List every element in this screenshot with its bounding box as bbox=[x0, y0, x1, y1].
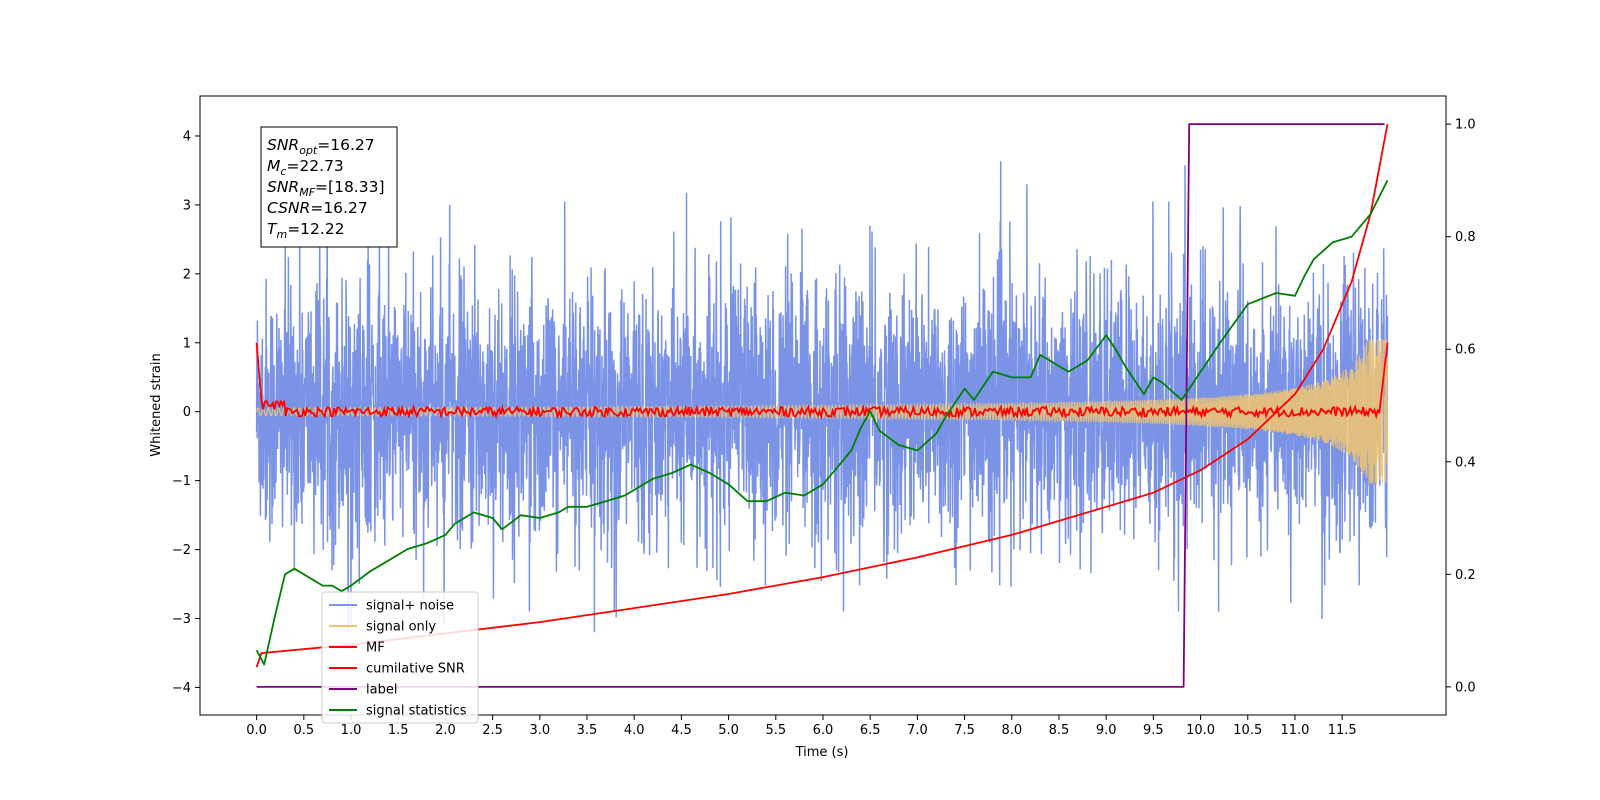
annotation-line: SNRopt=16.27 bbox=[267, 136, 375, 157]
x-tick-label: 5.5 bbox=[765, 723, 786, 738]
y-right-tick-label: 0.0 bbox=[1455, 680, 1476, 695]
annotation-line: SNRMF=[18.33] bbox=[267, 178, 385, 199]
x-tick-label: 0.0 bbox=[246, 723, 267, 738]
y-axis-right: 0.0 0.2 0.4 0.6 0.8 1.0 bbox=[1446, 118, 1476, 695]
annotation-value: =22.73 bbox=[286, 157, 343, 175]
y-left-tick-label: −2 bbox=[172, 543, 191, 558]
annotation-value: =16.27 bbox=[310, 199, 367, 217]
annotation-value: =16.27 bbox=[317, 136, 374, 154]
legend: signal+ noise signal only MF cumilative SNR… bbox=[321, 591, 479, 724]
x-tick-label: 5.0 bbox=[718, 723, 739, 738]
x-tick-label: 1.0 bbox=[341, 723, 362, 738]
y-right-tick-label: 0.8 bbox=[1455, 230, 1476, 245]
legend-label: signal+ noise bbox=[366, 599, 454, 614]
y-right-tick-label: 0.2 bbox=[1455, 568, 1476, 583]
x-tick-label: 10.5 bbox=[1233, 723, 1262, 738]
y-left-tick-label: −3 bbox=[172, 612, 191, 627]
y-left-tick-label: 4 bbox=[183, 129, 191, 144]
y-left-tick-label: −4 bbox=[172, 681, 191, 696]
annotation-subscript: c bbox=[280, 165, 286, 178]
x-tick-label: 11.5 bbox=[1328, 723, 1357, 738]
legend-label: MF bbox=[366, 641, 385, 656]
x-tick-label: 0.5 bbox=[293, 723, 314, 738]
legend-frame bbox=[321, 591, 479, 724]
annotation-value: =[18.33] bbox=[315, 178, 384, 196]
annotation-symbol: SNR bbox=[267, 178, 299, 196]
x-tick-label: 7.0 bbox=[907, 723, 928, 738]
y-axis-left: −4 −3 −2 −1 0 1 2 3 4 bbox=[172, 129, 200, 696]
x-tick-label: 8.5 bbox=[1049, 723, 1070, 738]
annotation-subscript: MF bbox=[299, 186, 315, 199]
annotation-symbol: CSNR bbox=[267, 199, 310, 217]
legend-label: signal statistics bbox=[366, 704, 467, 719]
annotation-line: CSNR=16.27 bbox=[267, 199, 368, 217]
legend-label: label bbox=[366, 683, 397, 698]
annotation-box: SNRopt=16.27Mc=22.73SNRMF=[18.33]CSNR=16… bbox=[260, 126, 398, 248]
annotation-symbol: M bbox=[267, 157, 280, 175]
y-right-tick-label: 0.4 bbox=[1455, 455, 1476, 470]
x-tick-label: 3.5 bbox=[577, 723, 598, 738]
annotation-subscript: m bbox=[276, 228, 287, 241]
y-left-tick-label: 3 bbox=[183, 198, 191, 213]
legend-label: signal only bbox=[366, 620, 436, 635]
y-left-tick-label: 0 bbox=[183, 405, 191, 420]
x-tick-label: 2.0 bbox=[435, 723, 456, 738]
annotation-frame bbox=[260, 126, 398, 248]
x-tick-label: 3.0 bbox=[529, 723, 550, 738]
annotation-subscript: opt bbox=[299, 144, 318, 157]
annotation-symbol: T bbox=[267, 220, 278, 238]
series-line-label bbox=[256, 123, 1385, 688]
annotation-line: Tm=12.22 bbox=[267, 220, 345, 241]
x-axis: 0.0 0.5 1.0 1.5 2.0 2.5 3.0 3.5 4.0 4.5 5.0 5.5 6.0 6… bbox=[246, 715, 1357, 738]
y-right-tick-label: 0.6 bbox=[1455, 343, 1476, 358]
y-left-tick-label: −1 bbox=[172, 474, 191, 489]
x-tick-label: 7.5 bbox=[954, 723, 975, 738]
x-tick-label: 2.5 bbox=[482, 723, 503, 738]
y-axis-label: Whitened strain bbox=[149, 353, 164, 456]
legend-label: cumilative SNR bbox=[366, 662, 465, 677]
x-tick-label: 6.0 bbox=[813, 723, 834, 738]
series-line-mf bbox=[255, 342, 1389, 420]
x-tick-label: 11.0 bbox=[1280, 723, 1309, 738]
x-tick-label: 8.0 bbox=[1001, 723, 1022, 738]
x-tick-label: 9.5 bbox=[1143, 723, 1164, 738]
x-tick-label: 4.5 bbox=[671, 723, 692, 738]
x-tick-label: 1.5 bbox=[388, 723, 409, 738]
series-line-signal-statistics bbox=[255, 179, 1389, 666]
x-axis-label: Time (s) bbox=[795, 745, 849, 760]
series-line-signal-only bbox=[255, 339, 1389, 485]
y-right-tick-label: 1.0 bbox=[1455, 118, 1476, 133]
x-tick-label: 9.0 bbox=[1096, 723, 1117, 738]
annotation-line: Mc=22.73 bbox=[267, 157, 344, 178]
annotation-symbol: SNR bbox=[267, 136, 299, 154]
y-left-tick-label: 2 bbox=[183, 267, 191, 282]
y-left-tick-label: 1 bbox=[183, 336, 191, 351]
x-tick-label: 6.5 bbox=[860, 723, 881, 738]
x-tick-label: 4.0 bbox=[624, 723, 645, 738]
x-tick-label: 10.0 bbox=[1186, 723, 1215, 738]
annotation-value: =12.22 bbox=[287, 220, 344, 238]
